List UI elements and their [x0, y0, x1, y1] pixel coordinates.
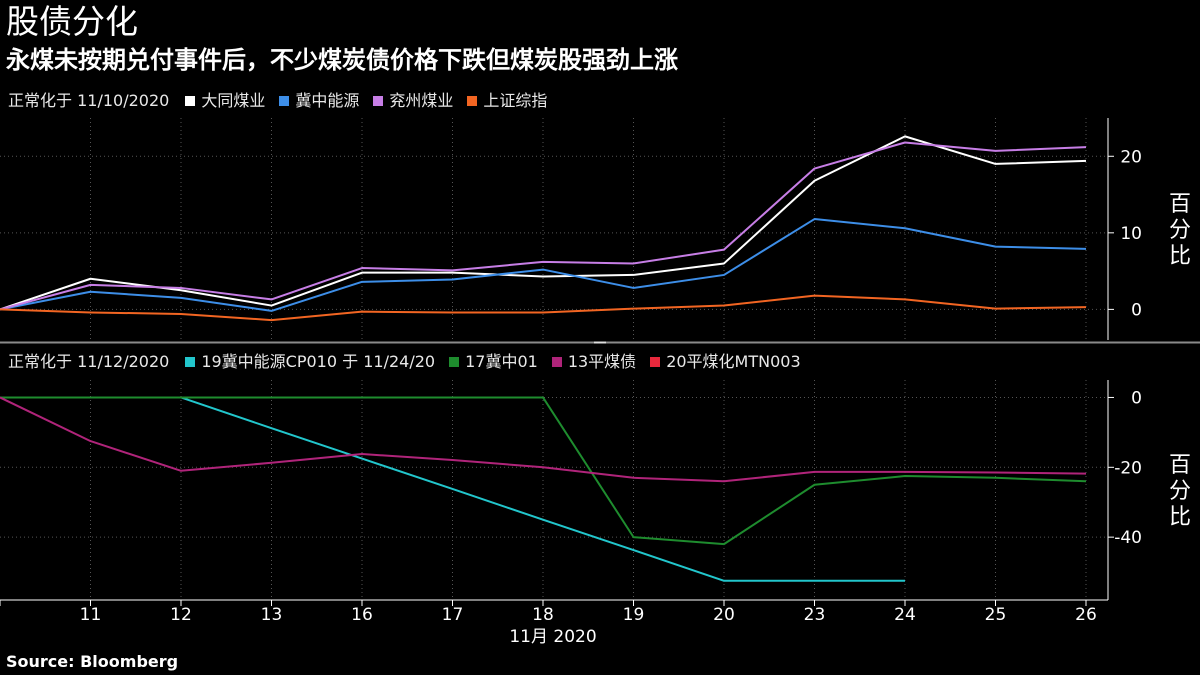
legend-top-panel: 正常化于 11/10/2020 大同煤业 冀中能源 兖州煤业 上证综指 — [8, 90, 561, 112]
x-tick-label: 20 — [713, 605, 735, 625]
legend-item-17jizhong01: 17冀中01 — [449, 351, 538, 373]
chart-subtitle: 永煤未按期兑付事件后，不少煤炭债价格下跌但煤炭股强劲上涨 — [6, 46, 678, 74]
legend-item-shanghai-composite: 上证综指 — [467, 90, 547, 112]
legend-swatch — [467, 96, 478, 106]
y-axis-unit-label: 百 — [1169, 192, 1191, 217]
x-tick-label: 18 — [532, 605, 554, 625]
legend-item-jizhong: 冀中能源 — [279, 90, 359, 112]
x-axis-label: 11月 2020 — [509, 627, 596, 647]
x-tick-label: 19 — [623, 605, 645, 625]
legend-swatch — [185, 357, 196, 367]
y-tick-label: -40 — [1114, 528, 1142, 548]
series-line-3 — [0, 141, 1087, 311]
legend-swatch — [650, 357, 661, 367]
x-tick-label: 23 — [804, 605, 826, 625]
series-line-3 — [0, 396, 1087, 483]
source-note: Source: Bloomberg — [6, 652, 179, 671]
y-axis-unit-label: 分 — [1169, 218, 1191, 243]
x-tick-label: 11 — [80, 605, 102, 625]
legend-item-yanzhou: 兖州煤业 — [373, 90, 453, 112]
y-axis-unit-label: 百 — [1169, 453, 1191, 478]
legend-top-normalization-note: 正常化于 11/10/2020 — [8, 91, 170, 110]
series-line-1 — [0, 135, 1087, 311]
x-tick-label: 26 — [1075, 605, 1097, 625]
legend-swatch — [373, 96, 384, 106]
x-tick-label: 12 — [170, 605, 192, 625]
legend-swatch — [185, 96, 196, 106]
y-axis-unit-label: 比 — [1169, 244, 1191, 269]
legend-bottom-normalization-note: 正常化于 11/12/2020 — [8, 352, 170, 371]
legend-swatch — [449, 357, 460, 367]
legend-label: 17冀中01 — [465, 352, 538, 371]
legend-label: 冀中能源 — [295, 91, 360, 110]
legend-swatch — [551, 357, 562, 367]
y-tick-label: 10 — [1120, 224, 1142, 244]
x-tick-label: 25 — [985, 605, 1007, 625]
legend-label: 19冀中能源CP010 于 11/24/20 — [201, 352, 436, 371]
legend-item-13pingmei: 13平煤债 — [551, 351, 637, 373]
legend-item-datong: 大同煤业 — [185, 90, 265, 112]
x-tick-label: 16 — [351, 605, 373, 625]
x-tick-label: 17 — [442, 605, 464, 625]
y-tick-label: 20 — [1120, 147, 1142, 167]
legend-label: 上证综指 — [483, 91, 548, 110]
legend-swatch — [279, 96, 290, 106]
series-line-1 — [180, 396, 905, 582]
legend-item-20pingmeihua-mtn003: 20平煤化MTN003 — [650, 351, 801, 373]
legend-label: 20平煤化MTN003 — [666, 352, 801, 371]
legend-label: 兖州煤业 — [389, 91, 454, 110]
y-tick-label: -20 — [1114, 458, 1142, 478]
x-tick-label: 24 — [894, 605, 916, 625]
series-line-2 — [0, 218, 1087, 312]
legend-bottom-panel: 正常化于 11/12/2020 19冀中能源CP010 于 11/24/20 1… — [8, 351, 815, 373]
legend-label: 13平煤债 — [567, 352, 637, 371]
legend-item-19jizhong-cp010: 19冀中能源CP010 于 11/24/20 — [185, 351, 435, 373]
y-tick-label: 0 — [1131, 300, 1142, 320]
chart-title: 股债分化 — [6, 2, 138, 41]
y-axis-unit-label: 比 — [1169, 505, 1191, 530]
y-tick-label: 0 — [1131, 388, 1142, 408]
series-line-4 — [0, 294, 1087, 322]
x-tick-label: 13 — [261, 605, 283, 625]
legend-label: 大同煤业 — [201, 91, 266, 110]
y-axis-unit-label: 分 — [1169, 479, 1191, 504]
series-line-2 — [0, 396, 1087, 546]
